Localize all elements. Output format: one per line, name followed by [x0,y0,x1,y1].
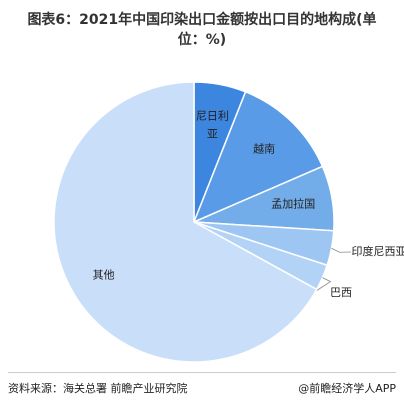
slice-label: 越南 [253,142,275,156]
brand: @前瞻经济学人APP [298,382,396,395]
chart-title: 图表6：2021年中国印染出口金额按出口目的地构成(单位：%) [27,12,377,48]
pie-slice [53,81,318,363]
leader-line [331,247,352,253]
slice-label: 孟加拉国 [271,197,315,211]
slice-label: 尼日利亚 [196,110,229,141]
source: 资料来源：海关总署 前瞻产业研究院 [8,382,188,395]
slice-label: 印度尼西亚 [352,244,404,258]
divider [8,372,396,373]
slice-label: 其他 [93,268,115,281]
leader-line [312,277,332,294]
pie-slice [192,90,324,224]
slice-label: 巴西 [330,286,352,299]
footer: 资料来源：海关总署 前瞻产业研究院 @前瞻经济学人APP [8,378,396,398]
